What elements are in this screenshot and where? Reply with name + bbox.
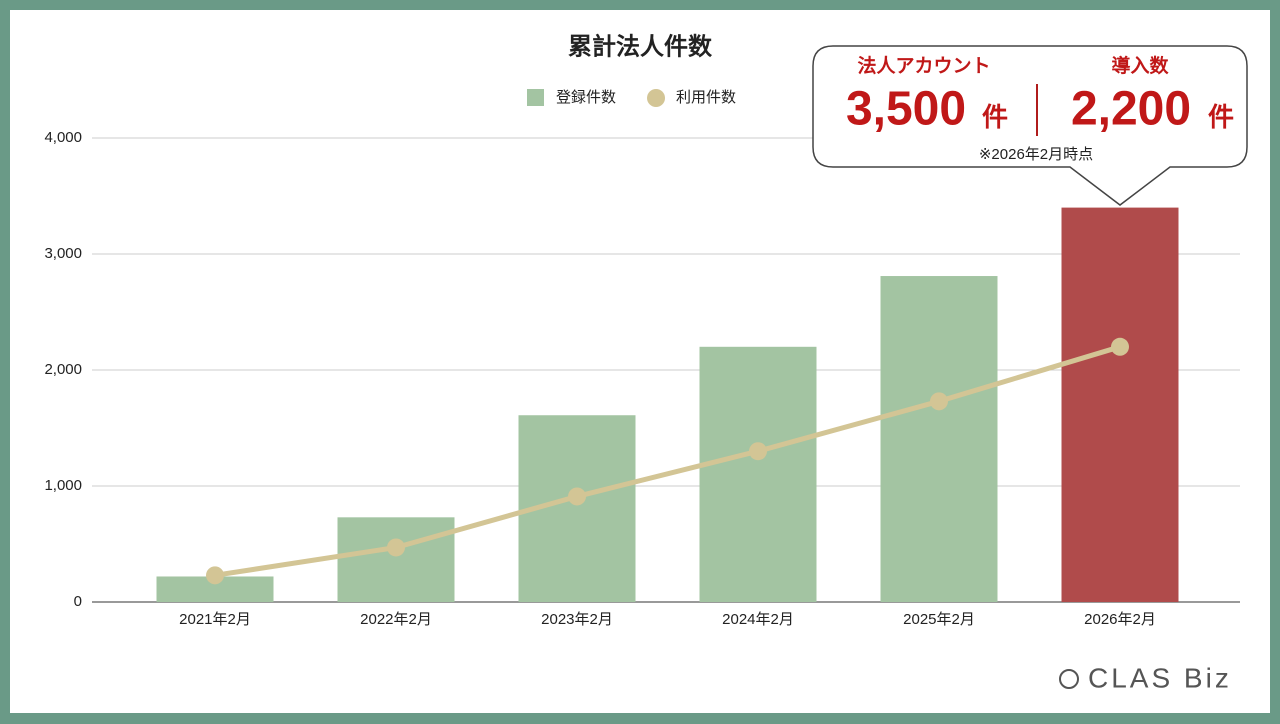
point [930, 392, 948, 411]
callout-note: ※2026年2月時点 [979, 146, 1093, 163]
point [568, 487, 586, 506]
callout-left-value: 3,500 [846, 83, 966, 136]
point [1111, 337, 1129, 356]
y-tick-label: 2,000 [44, 361, 82, 378]
point [749, 442, 767, 461]
legend-label: 登録件数 [556, 89, 616, 106]
x-tick-label: 2025年2月 [903, 611, 975, 628]
bar [699, 346, 817, 602]
chart-title: 累計法人件数 [568, 32, 713, 60]
legend-label: 利用件数 [676, 89, 736, 106]
callout-left-unit: 件 [982, 102, 1008, 132]
legend-swatch [527, 89, 544, 106]
y-tick-label: 3,000 [44, 245, 82, 262]
callout-right-title: 導入数 [1111, 54, 1169, 77]
bar [1061, 207, 1179, 602]
bar [880, 276, 998, 602]
x-tick-label: 2022年2月 [360, 611, 432, 628]
point [206, 566, 224, 585]
y-tick-label: 0 [74, 593, 82, 610]
x-tick-label: 2023年2月 [541, 611, 613, 628]
line [214, 344, 1121, 578]
point [387, 538, 405, 557]
x-tick-label: 2024年2月 [722, 611, 794, 628]
legend-swatch [647, 89, 666, 107]
callout-right-unit: 件 [1208, 102, 1234, 132]
bar [337, 517, 455, 602]
y-tick-label: 1,000 [44, 477, 82, 494]
x-tick-label: 2026年2月 [1084, 611, 1156, 628]
callout-right-value: 2,200 [1071, 83, 1191, 136]
plot: 0 1,000 2,000 3,000 4,000 2021年2月 2022年2月 2023年… [44, 89, 1240, 628]
brand-icon [1059, 669, 1079, 689]
callout-left-title: 法人アカウント [857, 54, 990, 77]
y-tick-label: 4,000 [44, 129, 82, 146]
brand: CLAS Biz [1088, 662, 1232, 693]
callout-box [812, 45, 1248, 206]
x-tick-label: 2021年2月 [179, 611, 251, 628]
